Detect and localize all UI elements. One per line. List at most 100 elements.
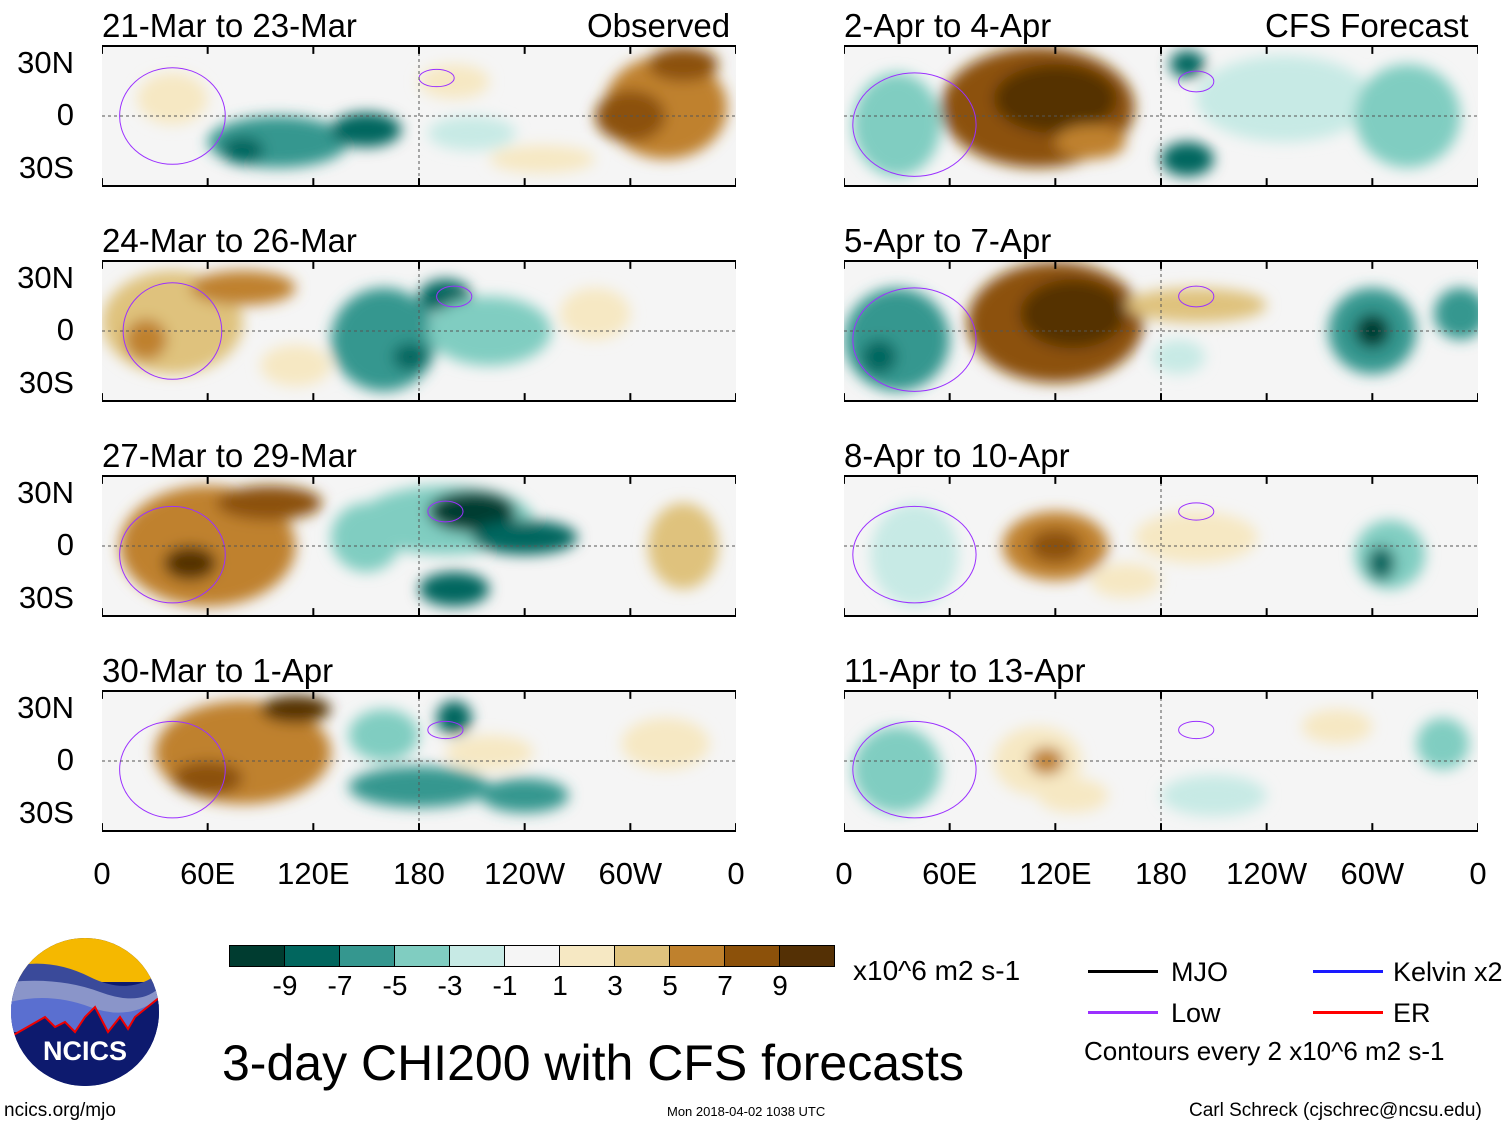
anomaly-region <box>1354 64 1461 168</box>
anomaly-region <box>163 546 217 581</box>
anomaly-region <box>330 112 402 148</box>
low-contour <box>120 721 226 818</box>
colorbar-swatch <box>560 946 615 966</box>
anomaly-region <box>330 502 402 572</box>
low-contour <box>853 288 976 392</box>
colorbar-swatch <box>450 946 505 966</box>
map-panel <box>844 260 1478 402</box>
low-contour <box>1179 503 1214 520</box>
low-contour <box>853 721 976 818</box>
panel-title: 21-Mar to 23-Mar <box>102 7 357 44</box>
anomaly-region <box>647 502 719 590</box>
anomaly-region <box>1037 778 1109 813</box>
anomaly-region <box>1090 563 1161 598</box>
lat-label: 30S <box>18 580 74 615</box>
legend-er-label: ER <box>1393 998 1431 1028</box>
legend-low-label: Low <box>1171 998 1221 1028</box>
colorbar-swatch <box>395 946 450 966</box>
colorbar-units: x10^6 m2 s-1 <box>853 955 1021 986</box>
panel-title: 11-Apr to 13-Apr <box>844 652 1086 689</box>
anomaly-region <box>1433 287 1478 340</box>
anomaly-region <box>1196 55 1373 142</box>
low-contour <box>1179 286 1214 307</box>
map-panel <box>102 690 736 832</box>
anomaly-region <box>137 72 208 125</box>
colorbar-tick-label: 5 <box>662 970 678 1001</box>
website-link[interactable]: ncics.org/mjo <box>4 1100 116 1121</box>
legend-er-line <box>1313 1011 1383 1014</box>
colorbar-swatch <box>285 946 340 966</box>
anomaly-region <box>861 339 897 375</box>
panel-title: 27-Mar to 29-Mar <box>102 437 357 474</box>
colorbar-tick-label: 7 <box>717 970 733 1001</box>
colorbar-swatch <box>615 946 670 966</box>
anomaly-region <box>436 700 472 736</box>
anomaly-region <box>844 287 950 392</box>
anomaly-region <box>1416 717 1470 770</box>
lon-label: 120W <box>484 856 566 891</box>
low-contour <box>437 286 472 307</box>
anomaly-region <box>852 72 941 177</box>
panel-title: 8-Apr to 10-Apr <box>844 437 1070 474</box>
lat-label: 30S <box>18 365 74 400</box>
map-panel <box>844 690 1478 832</box>
anomaly-region <box>993 64 1117 134</box>
legend-kelvin-label: Kelvin x2 <box>1393 957 1503 987</box>
legend-mjo-label: MJO <box>1171 957 1228 987</box>
anomaly-region <box>870 502 959 607</box>
map-panel <box>102 475 736 617</box>
colorbar <box>229 945 835 967</box>
anomaly-region <box>471 520 578 555</box>
lat-label: 0 <box>56 527 74 562</box>
anomaly-region <box>392 343 428 371</box>
lat-label: 30N <box>17 690 74 725</box>
lat-label: 30N <box>17 475 74 510</box>
lat-label: 30N <box>17 45 74 80</box>
lon-label: 60W <box>598 856 663 891</box>
low-contour <box>428 721 463 738</box>
lon-label: 120E <box>1019 856 1092 891</box>
anomaly-region <box>427 116 516 151</box>
map-panel <box>102 45 736 187</box>
colorbar-swatch <box>670 946 725 966</box>
anomaly-region <box>330 287 437 392</box>
lon-label: 60E <box>922 856 978 891</box>
colorbar-swatch <box>505 946 560 966</box>
anomaly-region <box>419 571 490 607</box>
colorbar-swatch <box>780 946 834 966</box>
legend-low-line <box>1088 1011 1158 1014</box>
map-panel <box>844 475 1478 617</box>
anomaly-region <box>1169 50 1206 79</box>
anomaly-region <box>1301 709 1373 744</box>
lon-label: 0 <box>93 856 111 891</box>
anomaly-region <box>348 766 490 808</box>
anomaly-region <box>348 709 419 761</box>
credit: Carl Schreck (cjschrec@ncsu.edu) <box>1189 1100 1482 1121</box>
timestamp: Mon 2018-04-02 1038 UTC <box>667 1104 826 1119</box>
ncics-logo: NCICS <box>11 938 159 1086</box>
legend-mjo-line <box>1088 970 1158 973</box>
lon-label: 60W <box>1340 856 1405 891</box>
anomaly-region <box>190 270 296 306</box>
cfs-forecast-label: CFS Forecast <box>1265 7 1469 44</box>
low-contour <box>853 506 976 603</box>
map-panel <box>844 45 1478 187</box>
low-contour <box>1179 71 1214 92</box>
anomaly-region <box>124 318 168 361</box>
anomaly-region <box>260 695 331 724</box>
figure-title: 3-day CHI200 with CFS forecasts <box>222 1035 964 1091</box>
lon-label: 120E <box>277 856 350 891</box>
colorbar-tick-label: 9 <box>772 970 788 1001</box>
anomaly-region <box>647 47 719 82</box>
colorbar-tick-label: -5 <box>382 970 408 1001</box>
anomaly-region <box>1152 339 1206 375</box>
lon-label: 0 <box>727 856 745 891</box>
anomaly-region <box>419 64 490 99</box>
low-contour <box>120 68 226 165</box>
logo-text: NCICS <box>43 1036 127 1066</box>
colorbar-swatch <box>340 946 395 966</box>
panel-title: 24-Mar to 26-Mar <box>102 222 357 259</box>
lat-label: 30N <box>17 260 74 295</box>
anomaly-region <box>1161 141 1214 177</box>
